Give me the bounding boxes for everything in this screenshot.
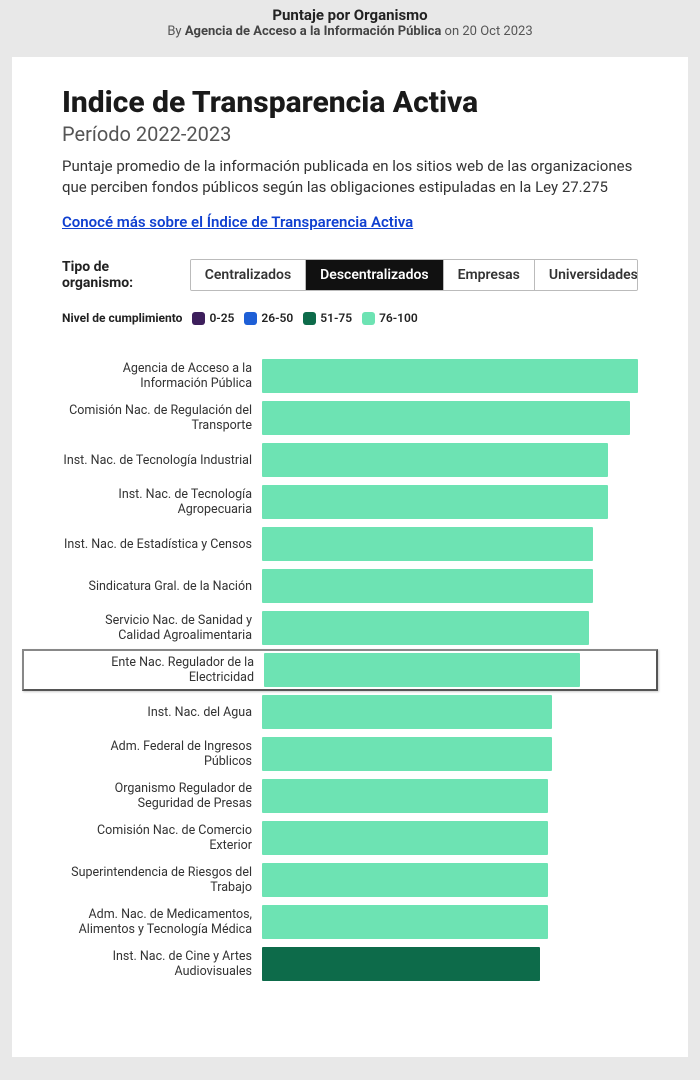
learn-more-link[interactable]: Conocé más sobre el Índice de Transparen… [62, 213, 413, 231]
bar-track [262, 611, 638, 645]
bar-track [262, 569, 638, 603]
bar-fill [262, 611, 589, 645]
header-date: on 20 Oct 2023 [441, 24, 532, 39]
legend: Nivel de cumplimiento 0-25 26-50 51-75 76-1… [62, 311, 638, 325]
legend-swatch [192, 312, 205, 325]
bar-track [262, 863, 638, 897]
description: Puntaje promedio de la información publi… [62, 156, 638, 198]
legend-swatch [303, 312, 316, 325]
bar-fill [262, 569, 593, 603]
bar-track [262, 905, 638, 939]
bar-fill [262, 863, 548, 897]
legend-item: 26-50 [244, 311, 293, 325]
legend-title: Nivel de cumplimiento [62, 311, 182, 325]
bar-label: Inst. Nac. de Tecnología Agropecuaria [62, 487, 262, 517]
bar-chart: Agencia de Acceso a la Información Públi… [62, 355, 638, 985]
bar-row[interactable]: Ente Nac. Regulador de la Electricidad [22, 649, 658, 691]
bar-label: Comisión Nac. de Comercio Exterior [62, 823, 262, 853]
legend-swatch [244, 312, 257, 325]
legend-item: 51-75 [303, 311, 352, 325]
bar-fill [262, 821, 548, 855]
tab-centralizados[interactable]: Centralizados [191, 260, 306, 290]
bar-label: Inst. Nac. de Tecnología Industrial [62, 453, 262, 468]
bar-row[interactable]: Servicio Nac. de Sanidad y Calidad Agroa… [62, 607, 638, 649]
legend-label: 26-50 [261, 311, 293, 325]
bar-track [262, 821, 638, 855]
main-title: Indice de Transparencia Activa [62, 85, 638, 120]
header-byline: By Agencia de Acceso a la Información Pú… [0, 24, 700, 39]
bar-label: Inst. Nac. de Estadística y Censos [62, 537, 262, 552]
legend-label: 51-75 [320, 311, 352, 325]
bar-row[interactable]: Inst. Nac. de Tecnología Agropecuaria [62, 481, 638, 523]
card: Indice de Transparencia Activa Período 2… [12, 57, 688, 1057]
tab-universidades[interactable]: Universidades [535, 260, 638, 290]
bar-fill [262, 779, 548, 813]
page-header: Puntaje por Organismo By Agencia de Acce… [0, 0, 700, 57]
header-title: Puntaje por Organismo [0, 6, 700, 24]
bar-row[interactable]: Adm. Nac. de Medicamentos, Alimentos y T… [62, 901, 638, 943]
bar-row[interactable]: Organismo Regulador de Seguridad de Pres… [62, 775, 638, 817]
bar-label: Comisión Nac. de Regulación del Transpor… [62, 403, 262, 433]
bar-fill [262, 485, 608, 519]
bar-fill [262, 443, 608, 477]
bar-label: Servicio Nac. de Sanidad y Calidad Agroa… [62, 613, 262, 643]
legend-label: 76-100 [379, 311, 418, 325]
bar-row[interactable]: Comisión Nac. de Regulación del Transpor… [62, 397, 638, 439]
bar-track [262, 485, 638, 519]
bar-fill [262, 401, 630, 435]
legend-swatch [362, 312, 375, 325]
bar-fill [262, 695, 552, 729]
bar-row[interactable]: Adm. Federal de Ingresos Públicos [62, 733, 638, 775]
bar-track [262, 527, 638, 561]
bar-track [262, 443, 638, 477]
bar-label: Superintendencia de Riesgos del Trabajo [62, 865, 262, 895]
bar-label: Agencia de Acceso a la Información Públi… [62, 361, 262, 391]
bar-row[interactable]: Sindicatura Gral. de la Nación [62, 565, 638, 607]
bar-row[interactable]: Inst. Nac. del Agua [62, 691, 638, 733]
legend-item: 0-25 [192, 311, 234, 325]
legend-label: 0-25 [209, 311, 234, 325]
bar-label: Ente Nac. Regulador de la Electricidad [64, 655, 264, 685]
bar-track [262, 737, 638, 771]
bar-label: Adm. Nac. de Medicamentos, Alimentos y T… [62, 907, 262, 937]
tab-descentralizados[interactable]: Descentralizados [306, 260, 443, 290]
page: Puntaje por Organismo By Agencia de Acce… [0, 0, 700, 1057]
bar-track [262, 779, 638, 813]
bar-fill [262, 527, 593, 561]
bar-fill [262, 947, 540, 981]
tabs: CentralizadosDescentralizadosEmpresasUni… [190, 259, 638, 291]
bar-row[interactable]: Inst. Nac. de Tecnología Industrial [62, 439, 638, 481]
subtitle: Período 2022-2023 [62, 122, 638, 146]
header-author: Agencia de Acceso a la Información Públi… [185, 24, 442, 39]
bar-label: Organismo Regulador de Seguridad de Pres… [62, 781, 262, 811]
bar-row[interactable]: Comisión Nac. de Comercio Exterior [62, 817, 638, 859]
filter-row: Tipo de organismo: CentralizadosDescentr… [62, 259, 638, 291]
bar-label: Sindicatura Gral. de la Nación [62, 579, 262, 594]
bar-track [262, 401, 638, 435]
legend-item: 76-100 [362, 311, 418, 325]
tab-empresas[interactable]: Empresas [444, 260, 535, 290]
bar-fill [262, 359, 638, 393]
bar-track [264, 653, 636, 687]
bar-fill [262, 737, 552, 771]
bar-fill [264, 653, 580, 687]
bar-label: Inst. Nac. de Cine y Artes Audiovisuales [62, 949, 262, 979]
by-prefix: By [167, 24, 184, 39]
bar-label: Inst. Nac. del Agua [62, 705, 262, 720]
bar-label: Adm. Federal de Ingresos Públicos [62, 739, 262, 769]
bar-row[interactable]: Superintendencia de Riesgos del Trabajo [62, 859, 638, 901]
filter-label: Tipo de organismo: [62, 259, 180, 291]
bar-row[interactable]: Inst. Nac. de Cine y Artes Audiovisuales [62, 943, 638, 985]
bar-row[interactable]: Agencia de Acceso a la Información Públi… [62, 355, 638, 397]
bar-fill [262, 905, 548, 939]
bar-track [262, 695, 638, 729]
bar-track [262, 947, 638, 981]
bar-track [262, 359, 638, 393]
bar-row[interactable]: Inst. Nac. de Estadística y Censos [62, 523, 638, 565]
